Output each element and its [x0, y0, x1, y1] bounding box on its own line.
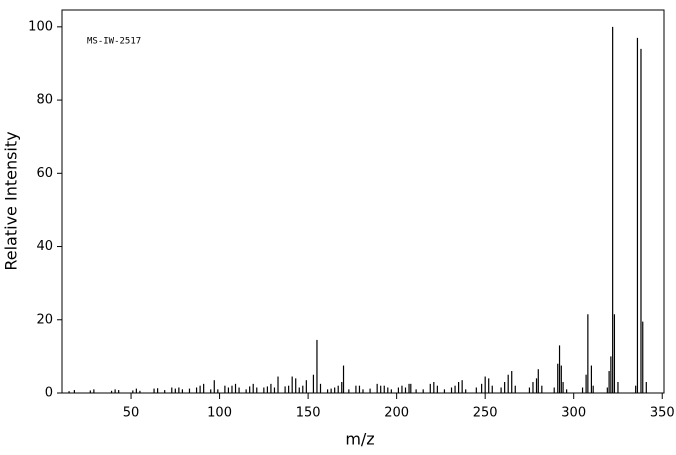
plot-frame	[61, 9, 665, 394]
y-tick-label: 40	[36, 239, 53, 254]
x-tick-label: 150	[296, 406, 321, 421]
x-tick-label: 350	[650, 406, 675, 421]
x-tick-label: 200	[384, 406, 409, 421]
x-tick-label: 250	[473, 406, 498, 421]
y-tick-label: 100	[28, 19, 53, 34]
y-tick-label: 60	[36, 166, 53, 181]
y-axis-label: Relative Intensity	[2, 131, 21, 270]
x-axis-label: m/z	[345, 430, 374, 449]
y-tick-label: 20	[36, 312, 53, 327]
x-tick-label: 300	[561, 406, 586, 421]
y-tick-label: 80	[36, 93, 53, 108]
annotation: MS-IW-2517	[87, 37, 141, 47]
y-tick-label: 0	[45, 386, 53, 401]
x-tick-label: 100	[207, 406, 232, 421]
x-tick-label: 50	[123, 406, 140, 421]
